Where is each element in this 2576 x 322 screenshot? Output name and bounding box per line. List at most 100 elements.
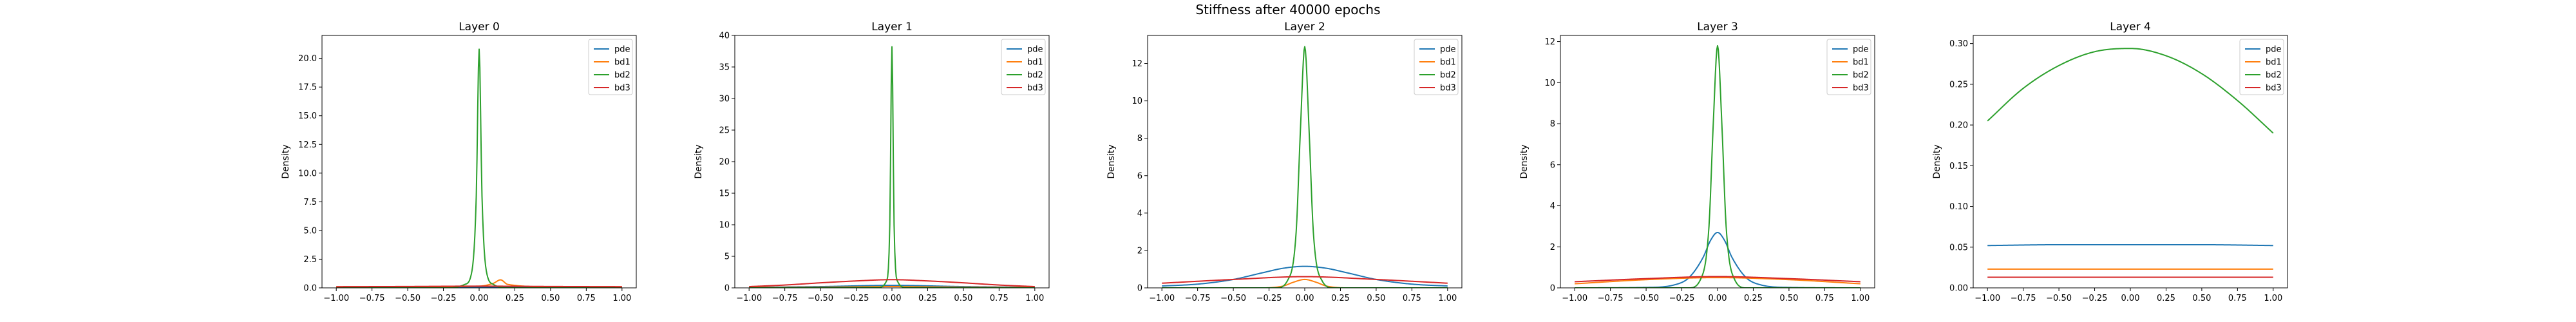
x-tick-label: −0.50: [395, 294, 421, 303]
plot-area: [1560, 35, 1875, 288]
y-tick-label: 12: [1544, 37, 1555, 47]
series-group: [1162, 46, 1448, 288]
x-tick-label: 1.00: [1851, 294, 1870, 303]
x-tick-label: 0.50: [954, 294, 972, 303]
x-tick-label: −0.50: [2046, 294, 2072, 303]
series-line-bd2: [1162, 46, 1448, 288]
y-tick-label: 8: [1137, 134, 1142, 144]
series-line-bd3: [336, 285, 622, 288]
x-tick-label: 0.25: [506, 294, 524, 303]
series-group: [1987, 48, 2274, 278]
x-tick-label: 0.25: [1331, 294, 1350, 303]
legend: pde bd1 bd2 bd3: [2239, 39, 2284, 95]
y-axis-label: Density: [1932, 144, 1942, 178]
x-tick-label: 0.00: [470, 294, 489, 303]
legend-label-bd1: bd1: [2266, 58, 2282, 68]
x-tick-label: 0.50: [541, 294, 560, 303]
x-tick-label: −1.00: [1562, 294, 1587, 303]
y-tick-label: 0: [1137, 284, 1142, 294]
y-tick-label: 17.5: [298, 83, 317, 93]
x-tick-label: −0.25: [2082, 294, 2108, 303]
plot-area: [1148, 35, 1462, 288]
y-tick-label: 0.25: [1949, 80, 1968, 90]
y-tick-label: 2: [1137, 246, 1142, 256]
y-tick-label: 10: [1132, 97, 1142, 106]
legend-label-bd2: bd2: [1027, 71, 1043, 80]
x-tick-label: −1.00: [1975, 294, 2000, 303]
legend-label-bd3: bd3: [1440, 84, 1456, 93]
x-tick-label: 0.75: [1815, 294, 1834, 303]
x-tick-label: −0.25: [844, 294, 869, 303]
series-line-bd2: [336, 48, 622, 288]
y-tick-label: 5.0: [303, 226, 317, 236]
y-tick-label: 30: [719, 95, 730, 104]
axes-frame: [1973, 35, 2288, 289]
x-tick-label: 0.75: [990, 294, 1009, 303]
y-tick-label: 10: [1544, 79, 1555, 88]
x-tick-label: −0.75: [359, 294, 385, 303]
x-tick-label: 1.00: [612, 294, 631, 303]
legend-box: [588, 39, 633, 95]
series-line-pde: [1162, 265, 1448, 287]
y-tick-label: 10.0: [298, 169, 317, 178]
series-line-bd1: [1162, 278, 1448, 288]
x-tick-label: −0.75: [772, 294, 798, 303]
x-tick-label: 1.00: [1025, 294, 1044, 303]
axes-frame: [321, 35, 637, 289]
x-tick-label: 1.00: [2264, 294, 2282, 303]
legend-box: [2239, 39, 2284, 95]
x-tick-label: −0.25: [1669, 294, 1695, 303]
y-tick-label: 0.15: [1949, 162, 1968, 171]
y-tick-label: 0.00: [1949, 284, 1968, 294]
legend-label-bd3: bd3: [1853, 84, 1869, 93]
y-tick-label: 0.30: [1949, 39, 1968, 49]
subplot-title: Layer 1: [871, 21, 913, 33]
subplot-title: Layer 0: [459, 21, 500, 33]
y-tick-label: 40: [719, 32, 730, 41]
chart-panel-2: Layer 2 Density −1.00 −0.75 −0.50 −0.25 0.00 0.…: [1106, 21, 1463, 303]
legend: pde bd1 bd2 bd3: [588, 39, 633, 95]
x-tick-label: 0.75: [577, 294, 596, 303]
y-tick-label: 15: [719, 189, 730, 199]
legend-label-bd1: bd1: [614, 58, 630, 68]
y-axis-label: Density: [694, 144, 704, 178]
series-group: [336, 48, 622, 288]
subplot-title: Layer 3: [1697, 21, 1738, 33]
legend-label-bd2: bd2: [2266, 71, 2282, 80]
series-line-bd3: [749, 279, 1035, 288]
y-tick-label: 0: [1550, 284, 1555, 294]
y-tick-label: 15.0: [298, 111, 317, 121]
legend-label-bd1: bd1: [1027, 58, 1043, 68]
y-tick-label: 7.5: [303, 198, 317, 207]
y-tick-label: 4: [1550, 202, 1555, 211]
x-tick-label: −0.25: [431, 294, 457, 303]
y-tick-label: 6: [1550, 160, 1555, 170]
x-tick-label: −1.00: [323, 294, 349, 303]
x-tick-label: 1.00: [1438, 294, 1457, 303]
x-tick-label: 0.25: [2157, 294, 2175, 303]
y-tick-label: 10: [719, 221, 730, 231]
x-tick-label: −0.75: [1185, 294, 1211, 303]
subplot-panels: Layer 0 Density −1.00 −0.75 −0.50 −0.25 0.00 0.…: [281, 21, 2288, 303]
legend-label-pde: pde: [1027, 45, 1043, 55]
legend: pde bd1 bd2 bd3: [1414, 39, 1459, 95]
y-tick-label: 0.10: [1949, 202, 1968, 212]
y-tick-label: 20: [719, 158, 730, 167]
x-tick-label: 0.00: [883, 294, 902, 303]
plot-area: [322, 35, 636, 288]
y-tick-label: 20.0: [298, 54, 317, 64]
x-tick-label: 0.00: [1709, 294, 1727, 303]
series-line-bd1: [1575, 277, 1861, 285]
legend-label-bd2: bd2: [1853, 71, 1869, 80]
axes-frame: [1560, 35, 1875, 289]
legend-box: [1414, 39, 1459, 95]
legend-label-pde: pde: [1440, 45, 1456, 55]
plot-area: [1973, 35, 2287, 288]
x-tick-label: 0.25: [918, 294, 937, 303]
y-tick-label: 25: [719, 126, 730, 136]
x-tick-label: −0.50: [1220, 294, 1246, 303]
series-line-bd3: [1162, 276, 1448, 284]
x-tick-label: 0.50: [1367, 294, 1385, 303]
y-tick-label: 4: [1137, 209, 1142, 218]
legend-label-bd2: bd2: [1440, 71, 1456, 80]
